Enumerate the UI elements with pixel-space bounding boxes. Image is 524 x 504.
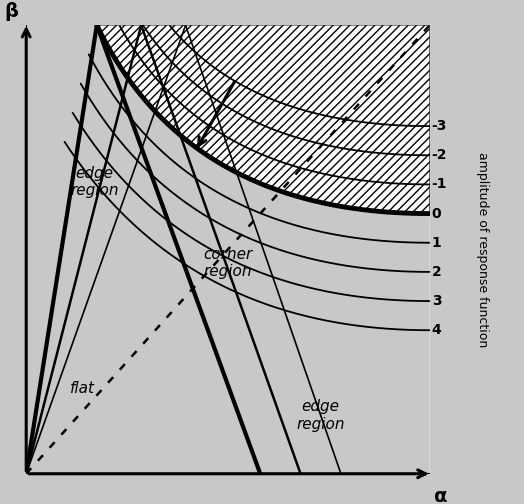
Polygon shape <box>26 26 430 474</box>
Text: 1: 1 <box>432 236 441 250</box>
Text: edge
region: edge region <box>297 399 345 431</box>
Text: flat: flat <box>70 381 95 396</box>
Text: corner
region: corner region <box>203 247 253 279</box>
Text: β: β <box>4 2 18 21</box>
Polygon shape <box>97 25 430 214</box>
Text: 2: 2 <box>432 265 441 279</box>
Text: 0: 0 <box>432 207 441 221</box>
Polygon shape <box>26 25 97 474</box>
Text: -3: -3 <box>432 119 447 133</box>
Text: 3: 3 <box>432 294 441 308</box>
Text: edge
region: edge region <box>71 166 119 199</box>
Text: α: α <box>434 487 447 504</box>
Text: -2: -2 <box>432 148 447 162</box>
Text: amplitude of response function: amplitude of response function <box>476 152 489 347</box>
Text: 4: 4 <box>432 323 441 337</box>
Text: -1: -1 <box>432 177 447 192</box>
